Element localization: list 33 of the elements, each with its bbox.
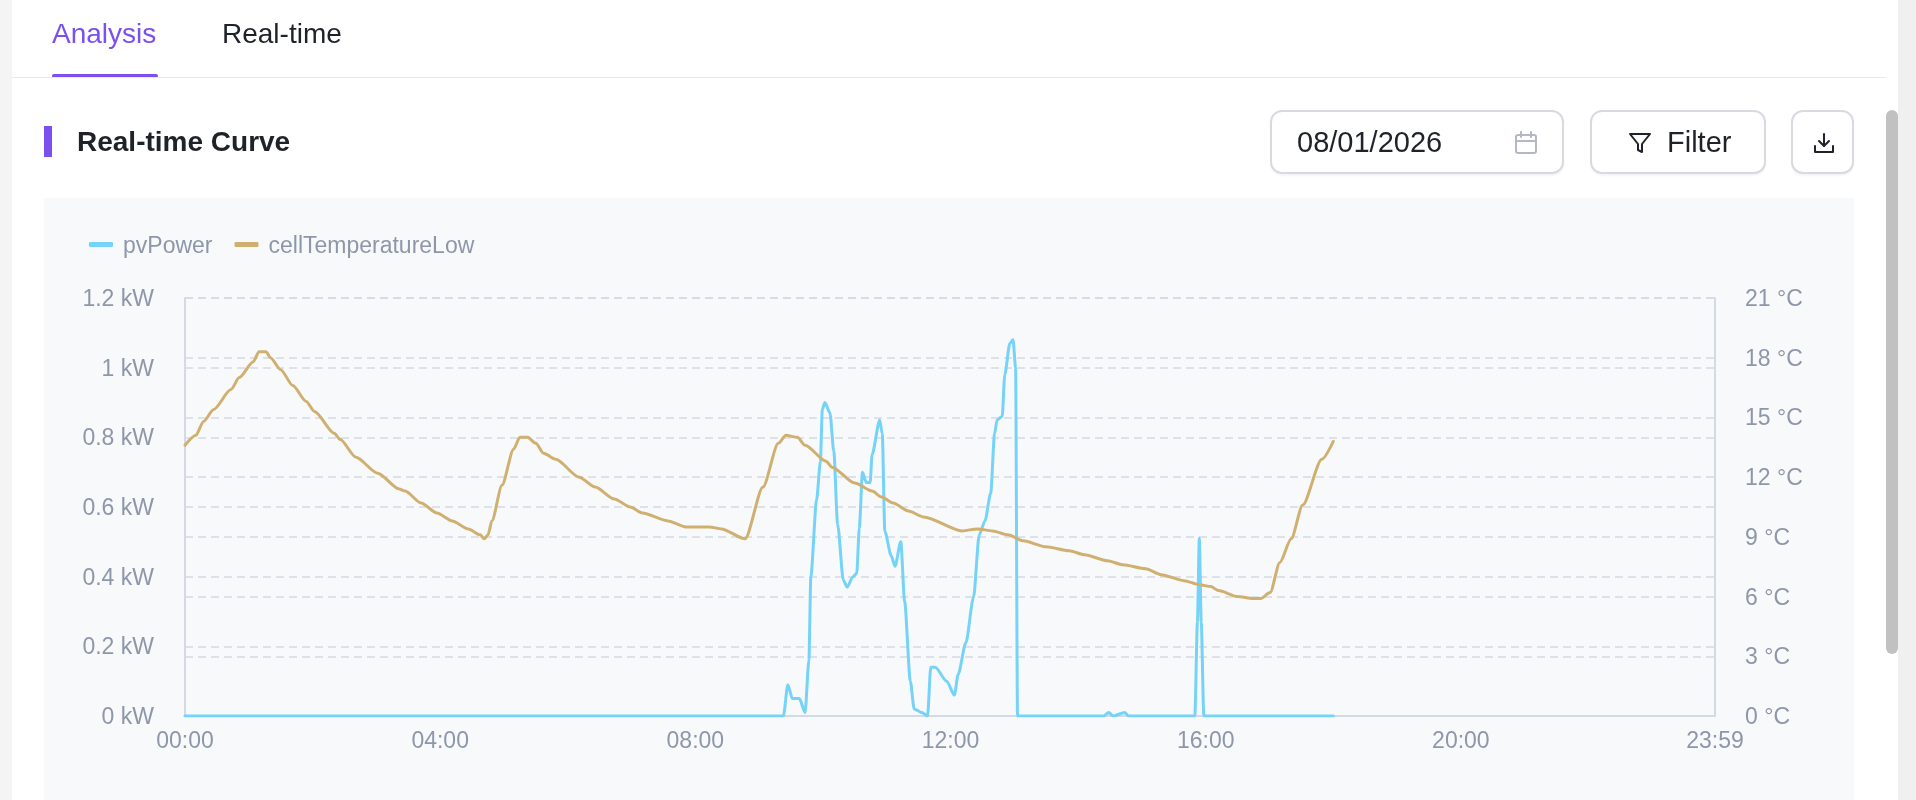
- y2-tick-label: 15 °C: [1745, 404, 1803, 431]
- y-tick-label: 0.8 kW: [82, 424, 155, 451]
- line-series: [183, 338, 1335, 718]
- x-tick-label: 04:00: [411, 726, 469, 753]
- x-tick-label: 00:00: [156, 726, 214, 753]
- y2-tick-label: 6 °C: [1745, 583, 1790, 610]
- y-tick-label: 0 kW: [101, 703, 155, 729]
- y2-tick-label: 3 °C: [1745, 643, 1790, 670]
- legend-label: cellTemperatureLow: [268, 231, 475, 258]
- filter-button[interactable]: Filter: [1590, 110, 1766, 174]
- chart-title: Real-time Curve: [77, 125, 291, 159]
- y2-tick-label: 18 °C: [1745, 344, 1803, 371]
- active-tab[interactable]: Analysis: [52, 14, 157, 54]
- x-tick-label: 20:00: [1432, 726, 1490, 753]
- x-tick-label: 12:00: [921, 726, 980, 753]
- y2-tick-label: 12 °C: [1745, 464, 1803, 491]
- y2-tick-label: 9 °C: [1745, 523, 1790, 550]
- y-tick-label: 0.4 kW: [82, 563, 155, 590]
- x-tick-label: 23:59: [1686, 726, 1744, 753]
- y-tick-label: 1.2 kW: [82, 285, 155, 311]
- x-tick-label: 16:00: [1176, 726, 1235, 753]
- y-tick-label: 0.6 kW: [82, 494, 155, 520]
- download-button[interactable]: [1791, 110, 1854, 174]
- date-field[interactable]: 08/01/2026: [1270, 110, 1564, 174]
- y2-tick-label: 0 °C: [1745, 703, 1790, 729]
- tab[interactable]: Real-time: [222, 14, 342, 54]
- line-series: [183, 350, 1335, 601]
- legend-label: pvPower: [123, 231, 213, 258]
- scrollbar[interactable]: [1886, 110, 1898, 654]
- y-tick-label: 1 kW: [101, 354, 155, 381]
- y2-tick-label: 21 °C: [1745, 285, 1803, 311]
- y-tick-label: 0.2 kW: [82, 633, 155, 660]
- x-tick-label: 08:00: [666, 726, 725, 753]
